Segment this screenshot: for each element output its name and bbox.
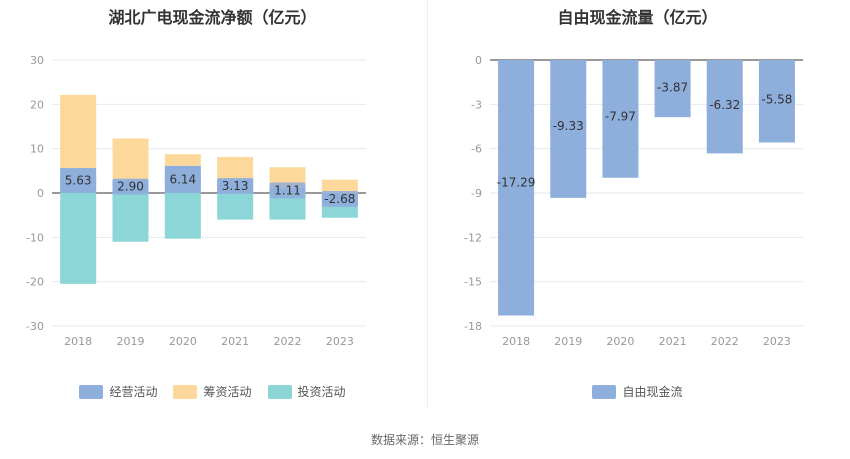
x-tick-label: 2023	[763, 335, 791, 348]
data-label-bg	[602, 108, 639, 125]
y-tick-label: -9	[471, 187, 482, 200]
y-tick-label: 0	[37, 187, 44, 200]
bar	[217, 156, 254, 180]
y-tick-label: 10	[30, 143, 44, 156]
legend: 经营活动 筹资活动 投资活动	[0, 383, 425, 400]
chart-title: 自由现金流量（亿元）	[557, 8, 718, 27]
x-tick-label: 2022	[711, 335, 739, 348]
data-label-bg	[164, 171, 201, 188]
data-label-bg	[321, 190, 358, 207]
free-cash-flow-plot: 0 -3 -6 -9 -12 -15 -18 2018 2019 2020 2021 2022 2023…	[464, 54, 803, 348]
x-tick-label: 2019	[117, 335, 145, 348]
x-tick-label: 2022	[274, 335, 302, 348]
x-tick-label: 2021	[221, 335, 249, 348]
data-source: 数据来源：恒生聚源	[370, 433, 479, 447]
free-cash-flow-chart: 自由现金流量（亿元） 0 -3 -6 -9 -12 -15 -18 2018 2019 2020 2…	[425, 0, 850, 410]
data-label-bg	[269, 182, 306, 199]
bar	[60, 94, 97, 169]
data-label-bg	[706, 96, 743, 113]
legend-label: 自由现金流	[622, 385, 683, 399]
bar	[112, 138, 149, 181]
panel-divider	[427, 0, 428, 408]
legend-swatch	[592, 384, 617, 399]
y-tick-label: 30	[30, 54, 44, 67]
data-label-bg	[654, 79, 691, 96]
legend-swatch	[173, 384, 198, 399]
bar	[164, 193, 201, 239]
y-tick-label: -6	[471, 143, 482, 156]
data-label-bg	[550, 118, 587, 135]
x-tick-label: 2018	[502, 335, 530, 348]
y-tick-label: 0	[475, 54, 482, 67]
legend-item[interactable]: 投资活动	[267, 383, 346, 400]
bar	[217, 193, 254, 220]
data-label-bg	[498, 174, 535, 191]
y-tick-label: -15	[464, 276, 482, 289]
y-tick-label: 20	[30, 98, 44, 111]
legend-label: 投资活动	[297, 385, 346, 399]
legend-swatch	[267, 384, 292, 399]
y-tick-label: -20	[26, 276, 44, 289]
data-label: -2.68	[324, 192, 355, 206]
legend: 自由现金流	[425, 383, 850, 400]
cash-flow-net-chart: 湖北广电现金流净额（亿元） 30 20 10 0 -10 -20 -30 2018 2019 20…	[0, 0, 425, 410]
data-label: 1.11	[274, 184, 301, 198]
bar	[164, 154, 201, 166]
data-label: 5.63	[65, 174, 92, 188]
legend-label: 筹资活动	[203, 385, 252, 399]
data-label-bg	[758, 91, 795, 108]
data-label-bg	[217, 178, 254, 195]
data-label: -3.87	[657, 80, 688, 94]
x-tick-label: 2023	[326, 335, 354, 348]
data-label: 3.13	[222, 179, 249, 193]
legend-swatch	[79, 384, 104, 399]
legend-item[interactable]: 经营活动	[79, 383, 157, 400]
x-tick-label: 2021	[659, 335, 687, 348]
data-label: 6.14	[169, 172, 196, 186]
x-tick-label: 2020	[169, 335, 197, 348]
y-tick-label: -3	[471, 98, 482, 111]
x-tick-label: 2018	[64, 335, 92, 348]
data-label: -17.29	[497, 176, 536, 190]
data-label-bg	[60, 172, 97, 189]
y-tick-label: -18	[464, 320, 482, 333]
y-tick-label: -10	[26, 231, 44, 244]
bar	[60, 193, 97, 284]
data-label: -5.58	[761, 93, 792, 107]
data-label: -6.32	[709, 98, 740, 112]
legend-item[interactable]: 筹资活动	[173, 383, 252, 400]
legend-label: 经营活动	[109, 385, 158, 399]
legend-item[interactable]: 自由现金流	[592, 383, 683, 400]
bar	[112, 193, 149, 242]
bar	[321, 179, 358, 193]
x-tick-label: 2019	[554, 335, 582, 348]
bar	[321, 204, 358, 218]
y-tick-label: -30	[26, 320, 44, 333]
data-label: -7.97	[605, 110, 636, 124]
chart-title: 湖北广电现金流净额（亿元）	[108, 8, 317, 27]
cash-flow-net-plot: 30 20 10 0 -10 -20 -30 2018 2019 2020 2021 2022 2023…	[26, 54, 366, 348]
y-tick-label: -12	[464, 231, 482, 244]
data-label: -9.33	[553, 119, 584, 133]
data-label: 2.90	[117, 180, 144, 194]
x-tick-label: 2020	[606, 335, 634, 348]
data-label-bg	[112, 178, 149, 195]
